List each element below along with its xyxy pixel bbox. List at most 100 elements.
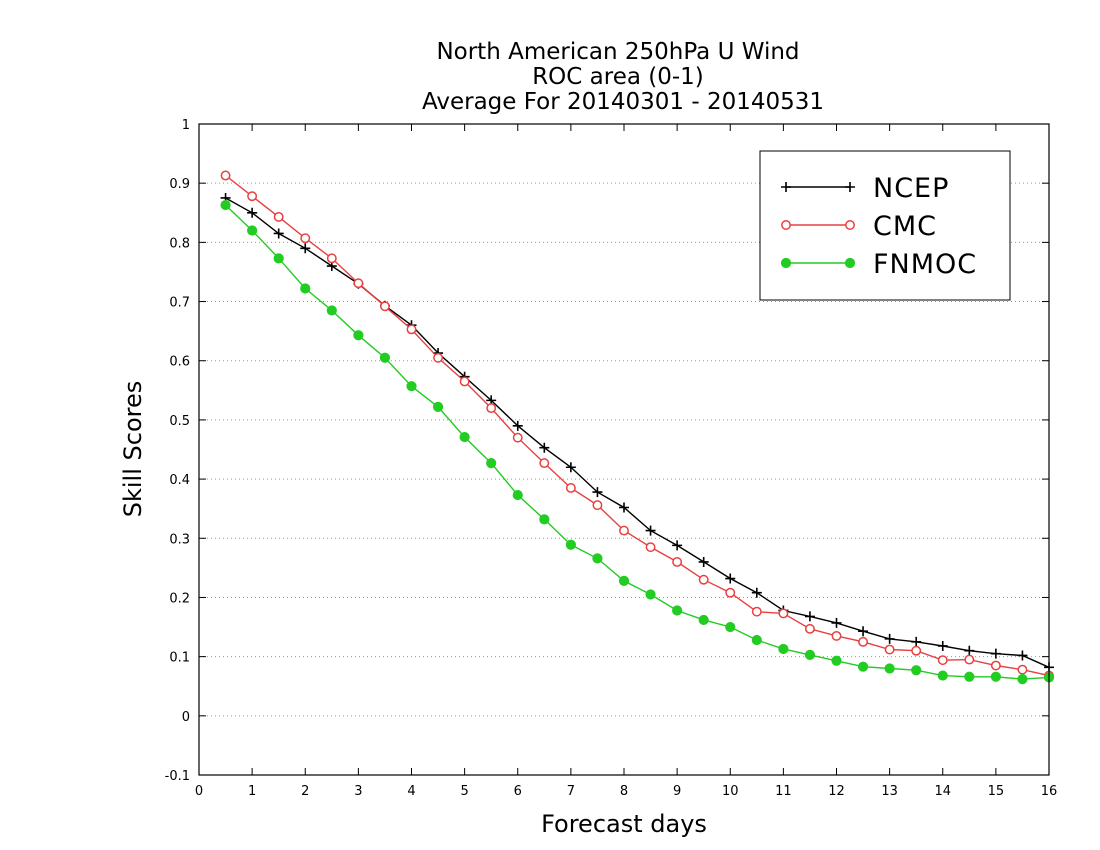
fnmoc-point	[300, 283, 311, 294]
x-axis-label: Forecast days	[541, 810, 707, 838]
ncep-point	[831, 617, 842, 628]
cmc-point	[433, 352, 444, 363]
fnmoc-point	[964, 671, 975, 682]
y-tick-label: 0	[182, 710, 190, 725]
cmc-point	[778, 608, 789, 619]
ncep-point	[512, 420, 523, 431]
ncep-point	[964, 645, 975, 656]
legend-label-cmc: CMC	[873, 211, 937, 242]
legend-marker-fnmoc	[780, 257, 792, 269]
fnmoc-point	[379, 352, 391, 363]
x-tick-label: 4	[407, 784, 415, 799]
ncep-point	[725, 573, 736, 584]
fnmoc-point	[406, 381, 417, 392]
y-tick-label: 0.9	[169, 177, 190, 192]
cmc-point	[379, 301, 390, 312]
fnmoc-point	[831, 655, 842, 666]
x-tick-label: 12	[828, 784, 845, 799]
x-tick-label: 13	[881, 784, 898, 799]
fnmoc-point	[539, 514, 550, 525]
cmc-point	[539, 458, 550, 469]
cmc-point	[512, 432, 523, 443]
fnmoc-point	[432, 401, 444, 412]
ncep-point	[300, 243, 311, 254]
fnmoc-point	[326, 305, 337, 316]
cmc-point	[273, 211, 284, 222]
fnmoc-point	[512, 489, 523, 501]
chart-title-line-2: ROC area (0-1)	[532, 64, 704, 90]
fnmoc-point	[911, 665, 922, 676]
fnmoc-point	[804, 649, 816, 660]
cmc-point	[1017, 664, 1028, 675]
ncep-point	[884, 633, 895, 644]
x-tick-label: 10	[722, 784, 739, 799]
legend-item-cmc: CMC	[781, 211, 937, 242]
y-tick-label: -0.1	[165, 769, 190, 784]
cmc-point	[804, 623, 815, 634]
y-tick-label: 0.5	[169, 414, 190, 429]
cmc-point	[300, 233, 311, 244]
x-tick-label: 7	[567, 784, 575, 799]
fnmoc-point	[884, 663, 895, 674]
series-cmc	[220, 170, 1054, 681]
ncep-point	[672, 540, 683, 551]
fnmoc-point	[725, 621, 736, 633]
cmc-point	[884, 644, 895, 655]
fnmoc-point	[751, 634, 762, 646]
cmc-point	[672, 556, 683, 567]
cmc-point	[486, 403, 497, 414]
x-tick-label: 14	[934, 784, 951, 799]
cmc-point	[326, 253, 337, 264]
fnmoc-point	[353, 330, 364, 341]
grid	[199, 182, 1049, 717]
legend-item-ncep: NCEP	[781, 173, 949, 204]
cmc-point	[725, 587, 736, 598]
fnmoc-point	[565, 539, 576, 550]
cmc-point	[406, 324, 417, 335]
legend-item-fnmoc: FNMOC	[780, 249, 976, 280]
legend-label-ncep: NCEP	[873, 173, 949, 204]
y-axis-label: Skill Scores	[119, 381, 147, 518]
y-tick-label: 0.3	[169, 532, 190, 547]
ncep-point	[539, 442, 550, 453]
ncep-point	[911, 636, 922, 647]
x-tick-label: 0	[195, 784, 203, 799]
cmc-point	[964, 654, 975, 665]
ncep-point	[273, 228, 284, 239]
x-tick-label: 2	[301, 784, 309, 799]
cmc-point	[247, 191, 258, 202]
cmc-point	[698, 574, 709, 585]
series-fnmoc	[220, 199, 1055, 685]
y-tick-label: 0.8	[169, 236, 190, 251]
fnmoc-point	[220, 199, 231, 211]
x-tick-label: 11	[775, 784, 792, 799]
y-tick-label: 0.2	[169, 591, 190, 606]
x-tick-label: 5	[460, 784, 468, 799]
ncep-point	[804, 611, 815, 622]
ncep-point	[1017, 650, 1028, 661]
cmc-point	[990, 660, 1001, 671]
ncep-point	[592, 487, 603, 498]
y-tick-label: 0.6	[169, 355, 190, 370]
ncep-point	[937, 640, 948, 651]
fnmoc-point	[592, 553, 603, 564]
cmc-point	[911, 645, 922, 656]
ncep-point	[645, 525, 656, 536]
fnmoc-point	[698, 614, 709, 626]
x-tick-label: 8	[620, 784, 628, 799]
cmc-point	[619, 525, 629, 536]
y-tick-label: 0.7	[169, 296, 190, 311]
legend-marker-ncep	[845, 182, 855, 192]
x-tick-label: 6	[514, 784, 522, 799]
ncep-point	[990, 648, 1001, 659]
ncep-point	[619, 502, 629, 513]
series-group	[220, 170, 1055, 685]
fnmoc-point	[990, 671, 1001, 682]
ncep-point	[751, 587, 762, 598]
chart-title-line-1: North American 250hPa U Wind	[436, 39, 799, 65]
fnmoc-point	[247, 225, 258, 236]
fnmoc-point	[1017, 674, 1028, 685]
cmc-point	[565, 483, 576, 493]
legend-marker-cmc	[845, 220, 855, 230]
